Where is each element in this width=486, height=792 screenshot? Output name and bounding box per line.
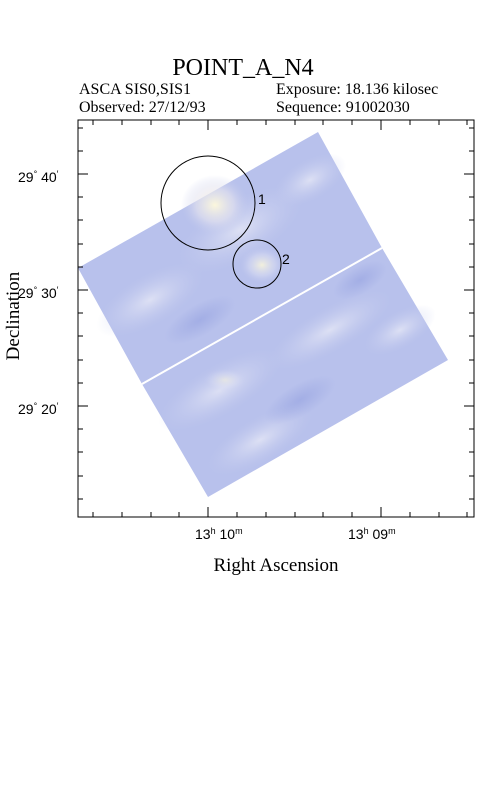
source-1-label: 1 <box>258 191 266 207</box>
x-tick-label-1: 13h 10m <box>195 526 243 542</box>
plot-frame <box>77 119 475 518</box>
chip-gap <box>141 247 383 385</box>
source-2-circle[interactable] <box>232 239 282 289</box>
image-title: POINT_A_N4 <box>172 55 314 81</box>
y-tick-label-2: 29° 30′ <box>18 285 59 301</box>
x-tick-label-2: 13h 09m <box>348 526 396 542</box>
x-axis-label: Right Ascension <box>213 555 339 576</box>
y-tick-label-1: 29° 40′ <box>18 169 59 185</box>
exposure-text: Exposure: 18.136 kilosec <box>276 81 439 98</box>
y-tick-label-3: 29° 20′ <box>18 401 59 417</box>
source-1-circle[interactable] <box>160 155 256 251</box>
y-axis-label: Declination <box>3 271 24 361</box>
axis-ticks <box>78 120 474 517</box>
source-2-emission <box>240 247 284 283</box>
exposure-image <box>78 132 448 497</box>
instrument-text: ASCA SIS0,SIS1 <box>79 81 192 98</box>
source-1-emission <box>181 175 249 235</box>
observed-text: Observed: 27/12/93 <box>79 99 206 116</box>
source-2-label: 2 <box>282 251 290 267</box>
sequence-text: Sequence: 91002030 <box>276 99 410 116</box>
